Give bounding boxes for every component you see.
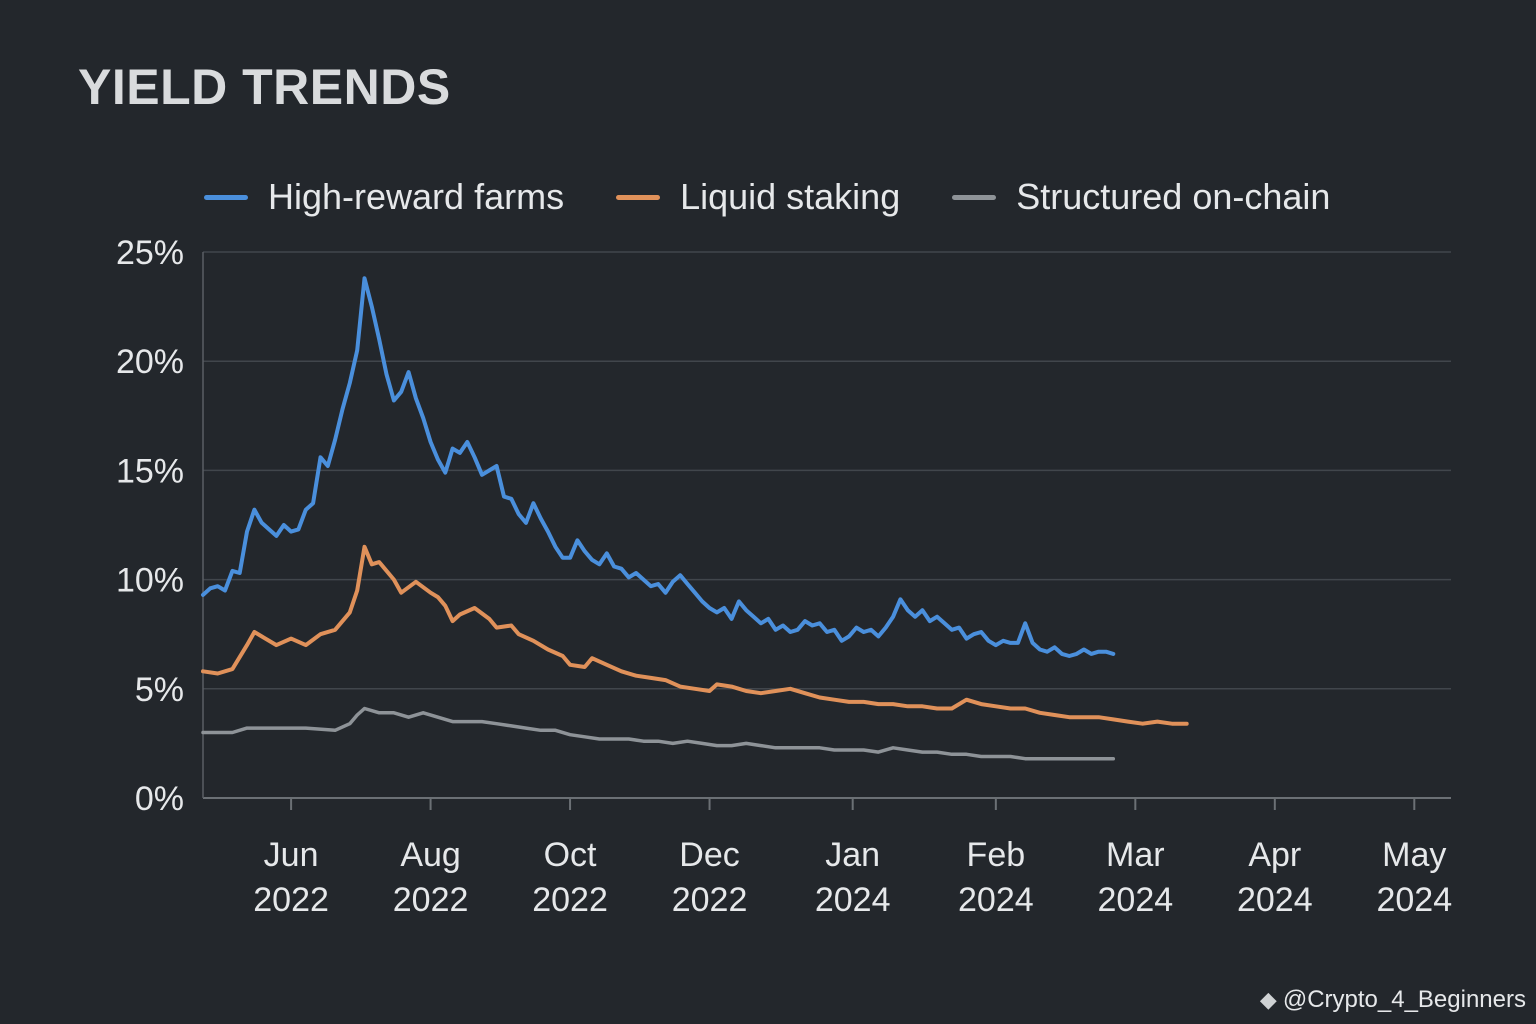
x-tick-label-month: Apr [1248, 836, 1301, 874]
series-line-high-reward-farms [201, 276, 1116, 658]
x-tick-label-year: 2024 [1098, 881, 1174, 919]
watermark: ◆ @Crypto_4_Beginners [1260, 986, 1526, 1014]
legend-item-liquid-staking: Liquid staking [616, 176, 900, 218]
x-tick-label-month: Feb [967, 836, 1026, 874]
y-tick-label: 0% [135, 780, 184, 818]
x-tick-label-month: Dec [679, 836, 739, 874]
y-tick-label: 25% [116, 234, 184, 272]
legend-label-structured-on-chain: Structured on-chain [1016, 176, 1331, 217]
x-tick-label-year: 2024 [1237, 881, 1313, 919]
legend-item-high-reward-farms: High-reward farms [204, 176, 564, 218]
watermark-logo-icon: ◆ [1259, 987, 1277, 1012]
legend-label-high-reward-farms: High-reward farms [268, 176, 565, 217]
watermark-text: @Crypto_4_Beginners [1282, 986, 1526, 1013]
x-tick-label-year: 2024 [815, 881, 891, 919]
x-tick-label-year: 2022 [393, 881, 469, 919]
legend-swatch-high-reward-farms [204, 194, 248, 200]
series-line-liquid-staking [201, 544, 1189, 726]
x-tick-label-month: Aug [400, 836, 461, 874]
chart-legend: High-reward farms Liquid staking Structu… [204, 176, 1382, 218]
legend-swatch-structured-on-chain [952, 194, 997, 200]
x-tick-label-year: 2022 [672, 881, 748, 919]
x-tick-label-month: May [1382, 836, 1446, 874]
y-tick-label: 15% [116, 452, 184, 490]
x-tick-label-month: Jun [264, 836, 319, 874]
x-tick-label-month: Mar [1106, 836, 1165, 874]
chart-title: YIELD TRENDS [78, 59, 451, 115]
y-tick-label: 5% [135, 671, 184, 709]
legend-item-structured-on-chain: Structured on-chain [952, 176, 1330, 218]
x-tick-label-month: Oct [544, 836, 597, 874]
x-tick-label-year: 2024 [1376, 881, 1452, 919]
x-tick-label-month: Jan [825, 836, 880, 874]
y-tick-label: 10% [116, 562, 184, 600]
series-line-structured-on-chain [201, 706, 1116, 761]
legend-swatch-liquid-staking [616, 194, 661, 200]
legend-label-liquid-staking: Liquid staking [680, 176, 901, 217]
x-tick-label-year: 2024 [958, 881, 1034, 919]
x-tick-label-year: 2022 [253, 881, 329, 919]
y-tick-label: 20% [116, 343, 184, 381]
x-tick-label-year: 2022 [532, 881, 608, 919]
